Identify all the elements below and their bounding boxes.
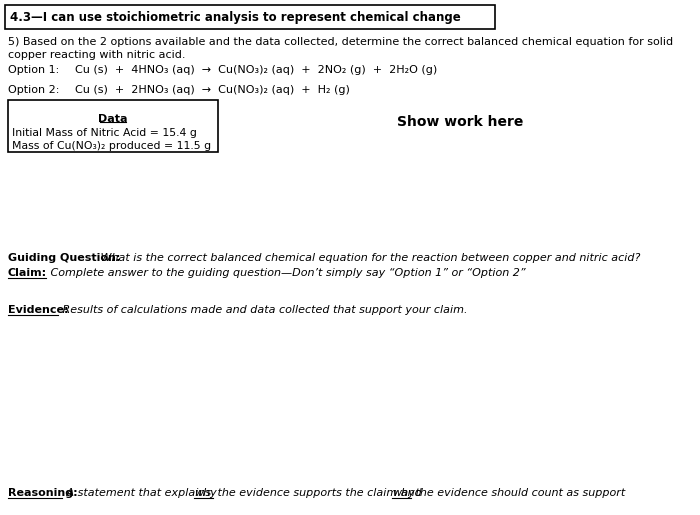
Text: Show work here: Show work here bbox=[397, 115, 523, 129]
Text: Mass of Cu(NO₃)₂ produced = 11.5 g: Mass of Cu(NO₃)₂ produced = 11.5 g bbox=[12, 141, 211, 151]
Text: the evidence should count as support: the evidence should count as support bbox=[412, 488, 625, 498]
Text: Results of calculations made and data collected that support your claim.: Results of calculations made and data co… bbox=[59, 305, 468, 315]
Text: Reasoning:: Reasoning: bbox=[8, 488, 78, 498]
Text: Cu (s)  +  2HNO₃ (aq)  →  Cu(NO₃)₂ (aq)  +  H₂ (g): Cu (s) + 2HNO₃ (aq) → Cu(NO₃)₂ (aq) + H₂… bbox=[75, 85, 350, 95]
Text: 5) Based on the 2 options available and the data collected, determine the correc: 5) Based on the 2 options available and … bbox=[8, 37, 673, 47]
Text: Claim:: Claim: bbox=[8, 268, 47, 278]
Text: What is the correct balanced chemical equation for the reaction between copper a: What is the correct balanced chemical eq… bbox=[97, 253, 640, 263]
Text: Data: Data bbox=[98, 114, 127, 124]
Text: the evidence supports the claim and: the evidence supports the claim and bbox=[214, 488, 426, 498]
Text: A statement that explains: A statement that explains bbox=[63, 488, 215, 498]
FancyBboxPatch shape bbox=[5, 5, 495, 29]
Text: why: why bbox=[392, 488, 414, 498]
Text: Cu (s)  +  4HNO₃ (aq)  →  Cu(NO₃)₂ (aq)  +  2NO₂ (g)  +  2H₂O (g): Cu (s) + 4HNO₃ (aq) → Cu(NO₃)₂ (aq) + 2N… bbox=[75, 65, 438, 75]
Text: why: why bbox=[194, 488, 217, 498]
Text: copper reacting with nitric acid.: copper reacting with nitric acid. bbox=[8, 50, 186, 60]
Text: 4.3—I can use stoichiometric analysis to represent chemical change: 4.3—I can use stoichiometric analysis to… bbox=[10, 11, 461, 25]
Text: Option 2:: Option 2: bbox=[8, 85, 60, 95]
Text: Initial Mass of Nitric Acid = 15.4 g: Initial Mass of Nitric Acid = 15.4 g bbox=[12, 128, 197, 138]
Text: Evidence:: Evidence: bbox=[8, 305, 69, 315]
Text: Option 1:: Option 1: bbox=[8, 65, 60, 75]
Text: Guiding Question:: Guiding Question: bbox=[8, 253, 120, 263]
FancyBboxPatch shape bbox=[8, 100, 218, 152]
Text: Complete answer to the guiding question—Don’t simply say “Option 1” or “Option 2: Complete answer to the guiding question—… bbox=[47, 268, 526, 278]
